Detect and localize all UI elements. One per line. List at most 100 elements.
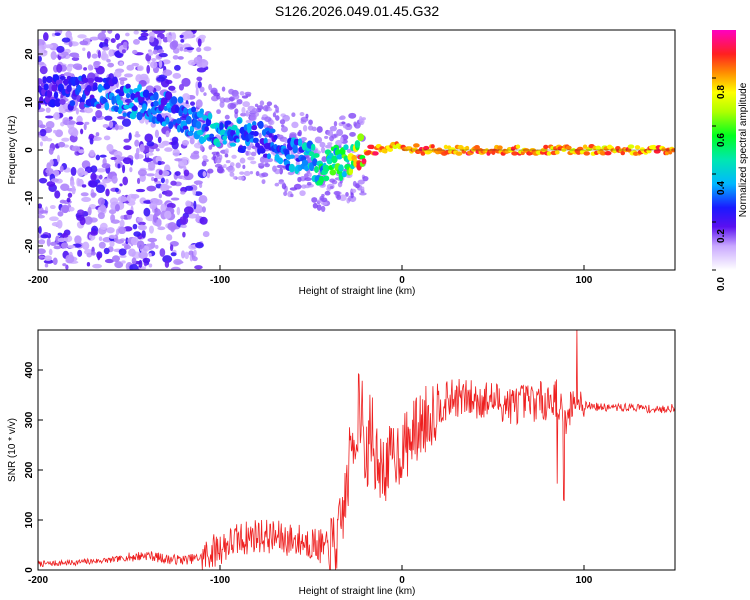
- spectrogram-noise-blob: [62, 117, 70, 126]
- spectrogram-noise-blob: [169, 41, 178, 50]
- spectrogram-noise-blob: [174, 64, 181, 71]
- snr-x-ticks: -200 -100 0 100: [28, 565, 593, 586]
- spectrogram-noise-blob: [111, 175, 118, 184]
- spectrogram-noise-blob: [256, 105, 264, 111]
- spectrogram-ridge-blob: [365, 150, 373, 155]
- spectrogram-noise-blob: [346, 148, 352, 153]
- spectrogram-noise-blob: [181, 139, 190, 146]
- spectrogram-noise-blob: [320, 201, 328, 206]
- spectrogram-noise-blob: [227, 102, 236, 110]
- spectrogram-noise-blob: [138, 250, 148, 260]
- spectrogram-noise-blob: [99, 222, 108, 231]
- spectrogram-noise-blob: [331, 134, 337, 139]
- colorbar-tick-label: 0.4: [716, 181, 727, 195]
- spectrogram-noise-blob: [291, 121, 299, 129]
- spectrogram-ridge-blob: [354, 140, 361, 148]
- spectrogram-noise-blob: [278, 180, 285, 185]
- spectrogram-ridge-blob: [326, 158, 333, 165]
- spectrogram-noise-blob: [106, 144, 114, 152]
- spectrogram-noise-blob: [257, 162, 265, 166]
- spectrogram-noise-blob: [53, 129, 57, 134]
- spectrogram-noise-blob: [148, 36, 155, 43]
- chart-title: S126.2026.049.01.45.G32: [275, 3, 439, 19]
- spectrogram-noise-blob: [105, 188, 110, 197]
- spectrogram-noise-blob: [290, 193, 294, 198]
- spectrogram-ridge-blob: [277, 157, 284, 165]
- spectrogram-noise-blob: [108, 234, 117, 239]
- spectrogram-noise-blob: [193, 249, 197, 257]
- spectrogram-noise-blob: [203, 46, 212, 52]
- spectrogram-noise-blob: [289, 132, 297, 138]
- spectrogram-x-axis-label: Height of straight line (km): [299, 286, 416, 297]
- spectrogram-noise-blob: [54, 32, 61, 36]
- spectrogram-noise-blob: [208, 144, 213, 150]
- spectrogram-noise-blob: [92, 136, 102, 141]
- spectrogram-ridge-blob: [604, 151, 612, 156]
- spectrogram-noise-blob: [258, 132, 262, 139]
- spectrogram-noise-blob: [250, 151, 257, 157]
- spectrogram-noise-blob: [149, 60, 158, 69]
- spectrogram-ridge-blob: [86, 84, 92, 92]
- spectrogram-noise-blob: [152, 49, 158, 55]
- spectrogram-noise-blob: [239, 171, 245, 175]
- spectrogram-noise-blob: [264, 163, 270, 168]
- spectrogram-noise-blob: [283, 191, 288, 197]
- spectrogram-noise-blob: [305, 113, 309, 119]
- spectrogram-noise-blob: [203, 92, 207, 96]
- spectrogram-noise-blob: [242, 101, 251, 108]
- spectrogram-ridge-blob: [176, 124, 181, 133]
- spectrogram-noise-blob: [281, 182, 287, 190]
- spectrogram-noise-blob: [361, 186, 365, 192]
- spectrogram-ridge-blob: [668, 150, 673, 155]
- spectrogram-noise-blob: [77, 167, 85, 177]
- spectrogram-noise-blob: [244, 91, 252, 96]
- spectrogram-noise-blob: [338, 116, 343, 121]
- spectrogram-ridge-blob: [343, 144, 349, 151]
- spectrogram-noise-blob: [180, 191, 186, 195]
- spectrogram-noise-blob: [193, 56, 203, 65]
- spectrogram-noise-blob: [164, 147, 173, 152]
- spectrogram-noise-blob: [157, 160, 162, 166]
- spectrogram-noise-blob: [134, 139, 140, 147]
- spectrogram-ridge-blob: [237, 119, 242, 124]
- spectrogram-noise-blob: [113, 154, 122, 164]
- spectrogram-noise-blob: [306, 182, 312, 186]
- spectrogram-noise-blob: [250, 160, 257, 165]
- spectrogram-ridge-blob: [329, 169, 337, 176]
- spectrogram-noise-blob: [136, 240, 145, 250]
- spectrogram-ridge-blob: [268, 133, 273, 138]
- spectrogram-noise-blob: [348, 195, 352, 202]
- spectrogram-noise-blob: [148, 263, 153, 268]
- spectrogram-noise-blob: [301, 184, 307, 189]
- spectrogram-ridge-blob: [69, 100, 76, 107]
- spectrogram-noise-blob: [353, 122, 361, 129]
- x-tick-label: 100: [576, 275, 593, 286]
- spectrogram-noise-blob: [48, 248, 53, 256]
- spectrogram-noise-blob: [38, 255, 45, 259]
- spectrogram-noise-blob: [146, 173, 155, 177]
- spectrogram-ridge-blob: [38, 102, 41, 111]
- spectrogram-noise-blob: [202, 171, 207, 177]
- spectrogram-noise-blob: [182, 93, 191, 102]
- spectrogram-noise-blob: [50, 241, 57, 246]
- spectrogram-noise-blob: [214, 157, 222, 164]
- spectrogram-noise-blob: [123, 145, 132, 151]
- spectrogram-ridge-blob: [78, 101, 86, 110]
- spectrogram-noise-blob: [57, 211, 64, 217]
- spectrogram-ridge-blob: [183, 107, 188, 115]
- spectrogram-noise-blob: [148, 51, 154, 56]
- spectrogram-noise-blob: [224, 153, 229, 158]
- spectrogram-noise-blob: [80, 128, 84, 135]
- spectrogram-noise-blob: [132, 49, 138, 55]
- spectrogram-ridge-blob: [95, 103, 102, 109]
- spectrogram-noise-blob: [157, 226, 166, 231]
- spectrogram-ridge-blob: [387, 147, 394, 152]
- spectrogram-noise-blob: [143, 157, 153, 163]
- spectrogram-noise-blob: [139, 73, 149, 81]
- spectrogram-noise-blob: [38, 48, 45, 57]
- snr-panel: -200 -100 0 100 0 100 200 300 400 Height of str…: [7, 329, 676, 597]
- spectrogram-ridge-blob: [125, 83, 131, 89]
- spectrogram-ridge-blob: [361, 158, 367, 164]
- spectrogram-noise-blob: [88, 234, 93, 239]
- spectrogram-noise-blob: [345, 192, 349, 197]
